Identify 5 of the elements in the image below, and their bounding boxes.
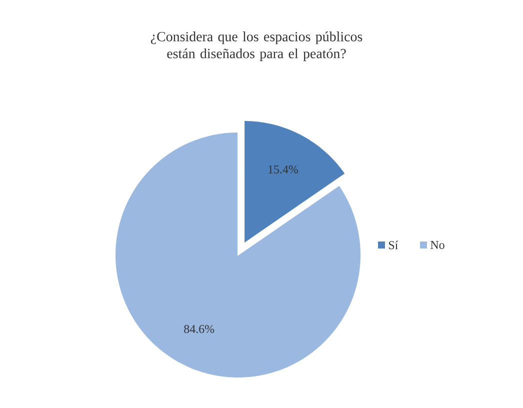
legend-label: Sí bbox=[389, 240, 398, 250]
data-label: 84.6% bbox=[184, 324, 214, 334]
legend-label: No bbox=[430, 241, 444, 249]
chart-title: ¿Considera que los espacios públicos están diseñados para el peatón? bbox=[150, 32, 362, 62]
data-label: 15.4% bbox=[268, 165, 298, 174]
